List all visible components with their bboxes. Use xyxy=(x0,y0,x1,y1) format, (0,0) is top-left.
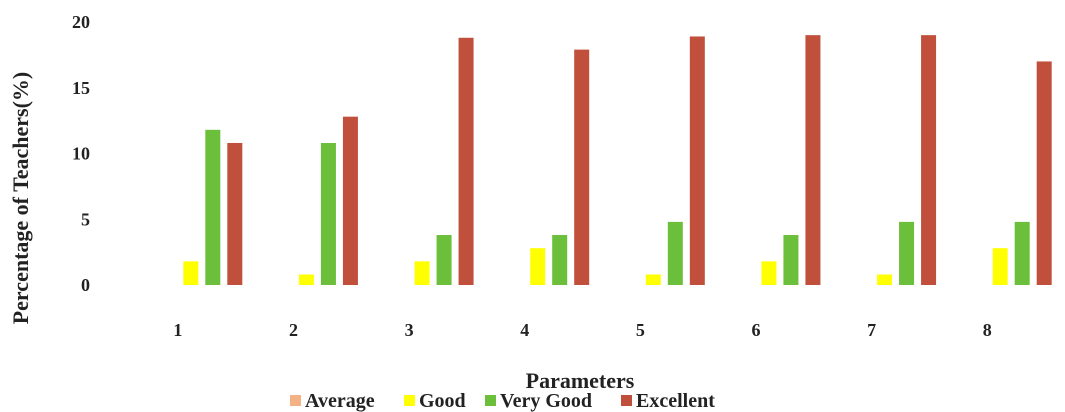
legend-label: Good xyxy=(419,390,466,412)
y-tick-label: 0 xyxy=(81,275,90,295)
x-tick-label: 3 xyxy=(405,320,414,340)
bar-excellent xyxy=(227,142,243,285)
bar-good xyxy=(992,248,1008,285)
bar-very-good xyxy=(320,142,336,285)
y-tick-label: 20 xyxy=(72,12,90,32)
bar-very-good xyxy=(436,235,452,285)
legend-swatch xyxy=(290,395,301,406)
bar-good xyxy=(645,274,661,285)
legend-swatch xyxy=(621,395,632,406)
legend-label: Very Good xyxy=(500,390,592,412)
x-tick-label: 8 xyxy=(983,320,992,340)
legend-swatch xyxy=(485,395,496,406)
y-tick-label: 10 xyxy=(72,144,90,164)
bar-very-good xyxy=(783,235,799,285)
bar-good xyxy=(414,261,430,285)
x-axis-ticks: 1 2 3 4 5 6 7 8 xyxy=(173,320,991,340)
bar-very-good xyxy=(899,221,915,285)
bar-excellent xyxy=(689,36,705,286)
x-tick-label: 7 xyxy=(867,320,876,340)
legend-swatch xyxy=(404,395,415,406)
bar-excellent xyxy=(1036,61,1052,286)
bar-excellent xyxy=(574,49,590,285)
bar-good xyxy=(298,274,314,285)
legend-label: Average xyxy=(305,390,375,412)
x-tick-label: 5 xyxy=(636,320,645,340)
bar-good xyxy=(183,261,199,285)
y-tick-label: 5 xyxy=(81,209,90,229)
bar-excellent xyxy=(342,116,358,286)
bar-very-good xyxy=(205,129,221,285)
bar-excellent xyxy=(921,35,937,286)
y-axis-ticks: 0 5 10 15 20 xyxy=(72,12,90,295)
bar-excellent xyxy=(805,35,821,286)
x-tick-label: 2 xyxy=(289,320,298,340)
bar-excellent xyxy=(458,37,474,285)
bar-very-good xyxy=(667,221,683,285)
x-tick-label: 6 xyxy=(751,320,760,340)
bar-very-good xyxy=(552,235,568,285)
bar-series xyxy=(183,35,1052,286)
y-axis-label: Percentage of Teachers(%) xyxy=(8,72,33,325)
bar-good xyxy=(761,261,777,285)
x-tick-label: 4 xyxy=(520,320,529,340)
bar-good xyxy=(530,248,546,285)
y-tick-label: 15 xyxy=(72,78,90,98)
x-axis-label: Parameters xyxy=(526,368,635,393)
x-tick-label: 1 xyxy=(173,320,182,340)
bar-very-good xyxy=(1014,221,1030,285)
legend-label: Excellent xyxy=(636,390,715,412)
bar-good xyxy=(877,274,893,285)
legend: Average Good Very Good Excellent xyxy=(290,390,715,412)
